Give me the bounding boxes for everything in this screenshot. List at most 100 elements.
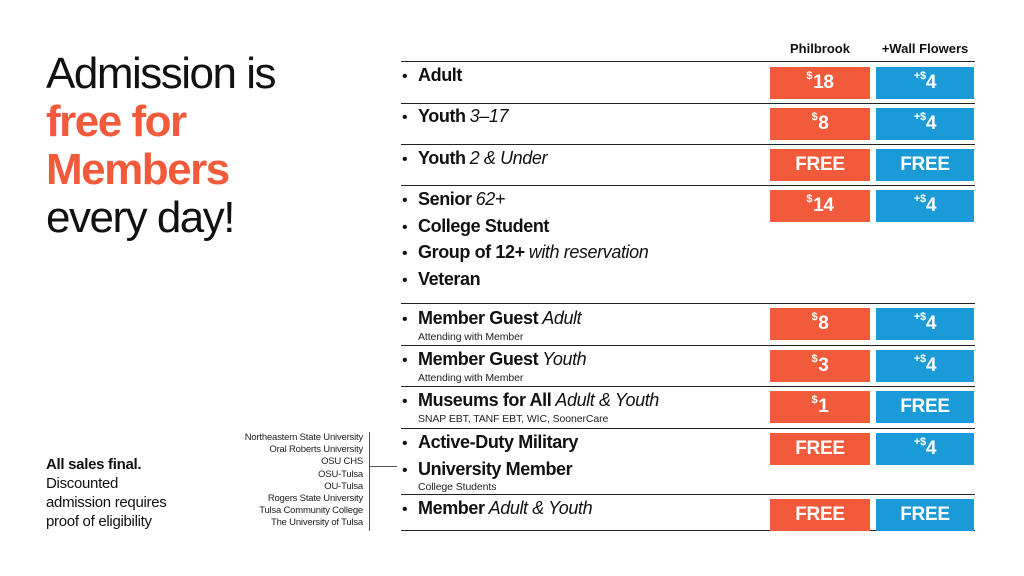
bullet-icon: • [402, 68, 408, 85]
price-currency-prefix: +$ [913, 311, 926, 323]
row-item-label: Adult [418, 65, 462, 85]
price-value: 14 [813, 195, 834, 216]
price-value: 4 [925, 313, 937, 334]
price-value: FREE [795, 504, 845, 525]
sales-note: All sales final. Discounted admission re… [46, 455, 167, 531]
eligibility-line-3: proof of eligibility [46, 513, 152, 530]
row-note: College Students [418, 481, 497, 493]
table-row: • Youth 2 & Under [402, 146, 548, 173]
bullet-icon: • [402, 393, 408, 410]
table-divider [401, 428, 975, 429]
bullet-icon: • [402, 271, 408, 289]
philbrook-price-badge: $8 [770, 308, 870, 340]
row-item-qualifier: with reservation [528, 242, 649, 262]
column-header-wall-flowers: +Wall Flowers [881, 41, 969, 56]
table-divider [401, 303, 975, 304]
bullet-icon: • [402, 151, 408, 168]
row-item-qualifier: 3–17 [469, 106, 509, 126]
price-value: 1 [818, 396, 829, 417]
row-item: • Youth 2 & Under [402, 146, 548, 173]
table-divider [401, 530, 975, 531]
headline-line-1: Admission is [46, 49, 276, 98]
row-note: SNAP EBT, TANF EBT, WIC, SoonerCare [418, 412, 609, 425]
bullet-icon: • [402, 109, 408, 126]
row-item: • Member Guest Adult [402, 306, 582, 333]
row-item: • University Member [402, 457, 578, 484]
table-divider [401, 494, 975, 495]
wall-flowers-price-badge: +$ 4 [876, 433, 974, 465]
wall-flowers-price-badge: FREE [876, 149, 974, 181]
wall-flowers-price-badge: +$ 4 [876, 108, 974, 140]
price-value: 4 [925, 195, 937, 216]
eligibility-line-2: admission requires [46, 494, 167, 511]
price-currency-prefix: $ [811, 353, 818, 365]
row-item: • Adult [402, 63, 462, 90]
price-value: 4 [925, 113, 937, 134]
price-value: 4 [925, 438, 937, 459]
price-currency-prefix: +$ [913, 353, 926, 365]
price-value: 4 [925, 355, 937, 376]
row-note: Attending with Member [418, 330, 524, 343]
table-row: • Active-Duty Military • University Member C… [402, 430, 578, 493]
university-name: Rogers State University [267, 493, 363, 505]
university-name: Northeastern State University [244, 432, 363, 443]
bullet-icon: • [402, 311, 408, 328]
university-name: OSU CHS [321, 456, 363, 468]
price-currency-prefix: +$ [913, 70, 926, 82]
price-currency-prefix: +$ [913, 111, 926, 123]
table-row: • Senior 62+ • College Student • Group of 12+ w… [402, 187, 649, 293]
table-divider [401, 61, 975, 62]
table-divider [401, 386, 975, 387]
wall-flowers-price-badge: +$ 4 [876, 350, 974, 382]
wall-flowers-price-badge: +$ 4 [876, 190, 974, 222]
row-item-label: Veteran [418, 268, 481, 289]
row-item: • Group of 12+ with reservation [402, 240, 649, 267]
row-item-label: Member Guest [418, 308, 539, 328]
university-name: Tulsa Community College [259, 505, 363, 517]
philbrook-price-badge: FREE [770, 149, 870, 181]
university-name: OU-Tulsa [324, 480, 363, 492]
headline-line-2: free for [46, 97, 187, 146]
price-value: FREE [900, 504, 950, 525]
table-divider [401, 103, 975, 104]
table-row: • Member Guest Youth Attending with Member [402, 347, 587, 384]
university-name: Oral Roberts University [269, 444, 363, 456]
row-item-label: University Member [418, 458, 573, 479]
price-currency-prefix: $ [806, 70, 813, 82]
row-item-qualifier: 2 & Under [469, 148, 548, 168]
wall-flowers-price-badge: FREE [876, 391, 974, 423]
table-divider [401, 345, 975, 346]
table-divider [401, 185, 975, 186]
price-value: 3 [818, 355, 829, 376]
price-currency-prefix: $ [811, 311, 818, 323]
price-value: FREE [795, 154, 845, 175]
price-value: 8 [818, 313, 829, 334]
price-currency-prefix: $ [806, 193, 813, 205]
row-item-qualifier: Adult & Youth [555, 390, 659, 410]
row-item: • Member Adult & Youth [402, 496, 593, 523]
bullet-icon: • [402, 192, 408, 209]
bullet-icon: • [402, 501, 408, 518]
wall-flowers-price-badge: +$ 4 [876, 67, 974, 99]
price-value: 18 [813, 72, 834, 93]
price-value: 8 [818, 113, 829, 134]
bullet-icon: • [402, 461, 408, 479]
price-currency-prefix: +$ [913, 193, 926, 205]
table-row: • Member Guest Adult Attending with Member [402, 306, 582, 343]
price-currency-prefix: $ [811, 111, 818, 123]
philbrook-price-badge: $14 [770, 190, 870, 222]
price-value: FREE [900, 154, 950, 175]
row-item-label: Group of 12+ [418, 242, 525, 262]
price-currency-prefix: $ [811, 394, 818, 406]
table-row: • Youth 3–17 [402, 104, 509, 131]
row-item: • College Student [402, 214, 648, 241]
price-currency-prefix: +$ [913, 436, 926, 448]
bullet-icon: • [402, 245, 408, 262]
philbrook-price-badge: $3 [770, 350, 870, 382]
price-value: FREE [795, 438, 845, 459]
row-item-label: Active-Duty Military [418, 432, 579, 452]
row-item-label: Senior [418, 189, 472, 209]
table-row: • Member Adult & Youth [402, 496, 593, 523]
table-row: • Museums for All Adult & Youth SNAP EBT, T… [402, 388, 659, 425]
bullet-icon: • [402, 218, 408, 236]
